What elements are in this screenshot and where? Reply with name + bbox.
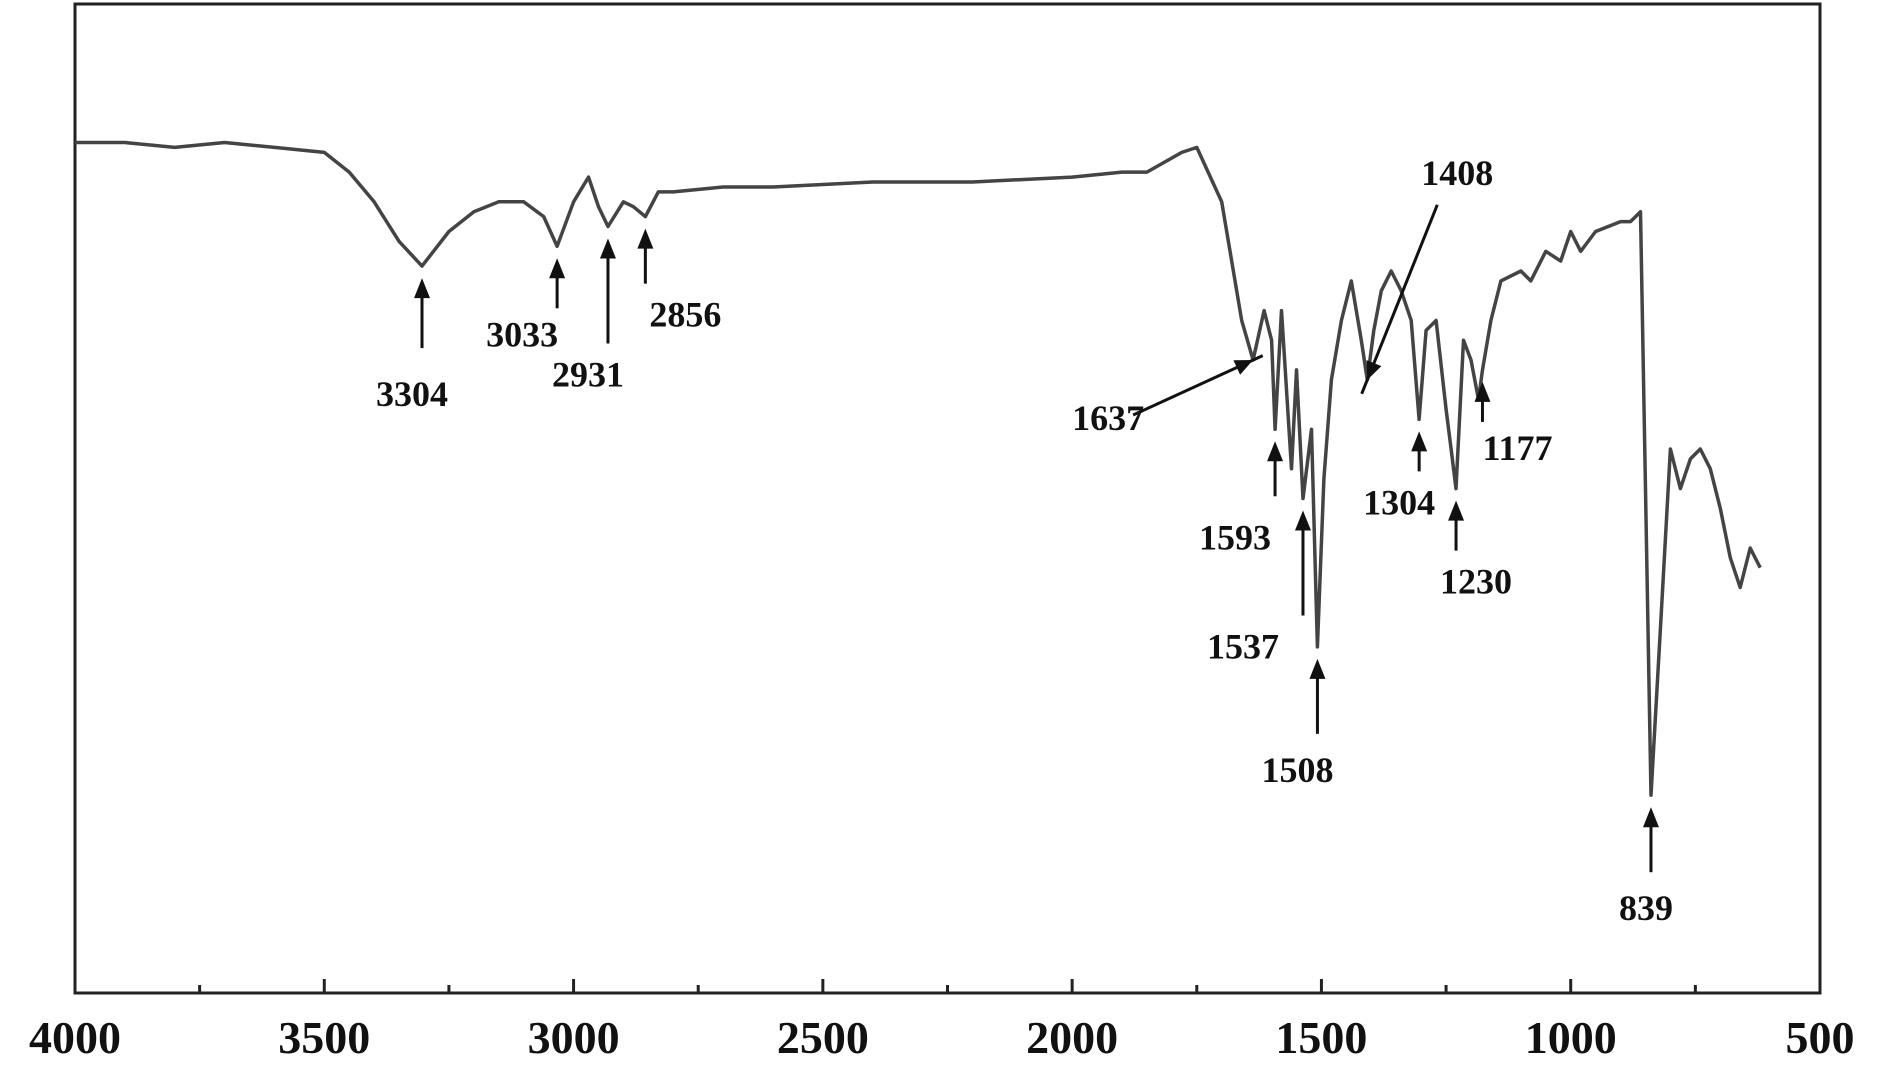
annotation-arrowhead bbox=[1267, 441, 1284, 462]
x-tick-label: 4000 bbox=[29, 1012, 121, 1063]
peak-label: 3033 bbox=[486, 314, 558, 354]
x-tick-label: 2500 bbox=[777, 1012, 869, 1063]
peak-annotation: 1304 bbox=[1363, 431, 1435, 522]
peak-annotation: 1537 bbox=[1207, 510, 1311, 667]
annotation-arrowhead bbox=[1448, 500, 1465, 521]
peak-label: 1304 bbox=[1363, 482, 1435, 522]
peak-annotation: 1508 bbox=[1261, 658, 1333, 790]
x-tick-label: 3500 bbox=[278, 1012, 370, 1063]
peak-label: 2856 bbox=[649, 295, 721, 335]
annotation-arrowhead bbox=[1411, 431, 1428, 452]
peak-annotation: 1593 bbox=[1199, 441, 1284, 557]
peak-label: 1177 bbox=[1482, 428, 1552, 468]
x-tick-label: 3000 bbox=[528, 1012, 620, 1063]
plot-border bbox=[73, 2, 1822, 995]
peak-label: 1637 bbox=[1072, 398, 1144, 438]
x-axis-ticks bbox=[73, 979, 1822, 993]
spectrum-line bbox=[75, 140, 1762, 797]
peak-label: 1230 bbox=[1440, 562, 1512, 602]
annotation-arrowhead bbox=[414, 278, 431, 299]
peak-annotation: 1408 bbox=[1360, 153, 1493, 395]
plot-frame bbox=[73, 2, 1822, 995]
peak-label: 3304 bbox=[376, 374, 448, 414]
peak-label: 2931 bbox=[552, 355, 624, 395]
peak-annotation: 839 bbox=[1619, 807, 1673, 928]
peak-label: 839 bbox=[1619, 888, 1673, 928]
peak-annotation: 1637 bbox=[1072, 354, 1264, 438]
annotation-arrow bbox=[1360, 204, 1439, 395]
annotation-arrowhead bbox=[1366, 360, 1382, 380]
annotation-arrowhead bbox=[637, 228, 654, 249]
peak-annotation: 1177 bbox=[1474, 381, 1552, 468]
annotation-arrowhead bbox=[1233, 360, 1254, 375]
x-tick-label: 2000 bbox=[1026, 1012, 1118, 1063]
annotation-arrowhead bbox=[1309, 658, 1326, 679]
peak-annotation: 3033 bbox=[486, 258, 566, 354]
annotation-arrowhead bbox=[549, 258, 566, 279]
spectrum-series bbox=[75, 140, 1762, 797]
peak-label: 1593 bbox=[1199, 517, 1271, 557]
annotation-arrowhead bbox=[1642, 807, 1659, 828]
x-tick-label: 1500 bbox=[1275, 1012, 1367, 1063]
x-axis-tick-labels: 4000 3500 3000 2500 2000 1500 1000 500 bbox=[29, 1012, 1855, 1063]
annotation-arrowhead bbox=[1294, 510, 1311, 531]
x-tick-label: 1000 bbox=[1525, 1012, 1617, 1063]
peak-annotation: 2931 bbox=[552, 238, 624, 395]
annotation-arrowhead bbox=[599, 238, 616, 259]
peak-label: 1508 bbox=[1261, 750, 1333, 790]
x-tick-label: 500 bbox=[1786, 1012, 1855, 1063]
peak-annotation: 1230 bbox=[1440, 500, 1512, 602]
peak-label: 1537 bbox=[1207, 627, 1279, 667]
peak-annotation: 3304 bbox=[376, 278, 448, 414]
peak-label: 1408 bbox=[1421, 153, 1493, 193]
peak-annotation: 2856 bbox=[637, 228, 721, 335]
annotation-arrowhead bbox=[1474, 381, 1491, 402]
